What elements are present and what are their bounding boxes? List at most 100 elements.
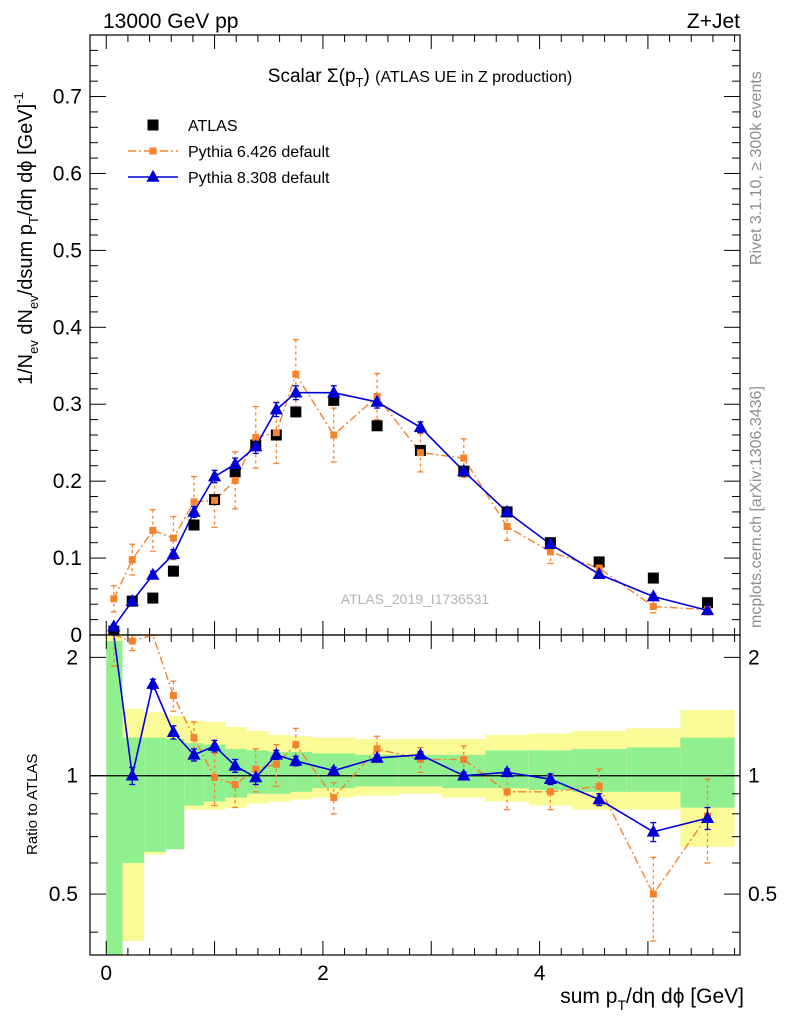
ratio-band-inner bbox=[626, 747, 681, 792]
pythia8-ratio-point bbox=[289, 753, 303, 766]
pythia6-point bbox=[169, 534, 177, 542]
atlas-point bbox=[702, 597, 713, 609]
ratio-panel: 0 2 4 0.5 0.5 1 1 2 2 bbox=[49, 634, 777, 985]
mcplots-label: mcplots.cern.ch [arXiv:1306.3436] bbox=[748, 386, 765, 628]
ratio-y-tick-label-right: 2 bbox=[748, 646, 760, 669]
y-axis-label: 1/Nev dNev/dsum pT/dη dϕ [GeV]-1 bbox=[11, 92, 41, 385]
pythia6-point bbox=[292, 370, 300, 378]
pythia6-ratio-point bbox=[272, 760, 280, 768]
pythia8-ratio-point bbox=[125, 768, 139, 781]
pythia6-ratio-point bbox=[595, 782, 603, 790]
pythia8-ratio-point bbox=[413, 747, 428, 760]
pythia6-ratio-point bbox=[649, 890, 657, 898]
y-tick-label: 0.5 bbox=[53, 239, 82, 262]
pythia6-point bbox=[416, 449, 424, 457]
ratio-band-inner bbox=[106, 641, 123, 955]
legend-pythia8-marker bbox=[146, 169, 160, 182]
pythia8-ratio-point bbox=[249, 770, 263, 783]
pythia6-point bbox=[252, 433, 260, 441]
pythia8-point bbox=[370, 394, 384, 407]
ratio-band-inner bbox=[225, 748, 248, 798]
pythia6-point bbox=[190, 498, 198, 506]
x-tick-label: 0 bbox=[100, 962, 112, 985]
ratio-tick-labels: 0 2 4 0.5 0.5 1 1 2 2 bbox=[49, 646, 777, 985]
x-tick-label: 2 bbox=[317, 962, 329, 985]
atlas-point bbox=[290, 406, 302, 418]
y-tick-label: 0.6 bbox=[53, 162, 82, 185]
pythia8-point bbox=[413, 420, 428, 433]
ratio-axis-label: Ratio to ATLAS bbox=[24, 754, 41, 855]
pythia6-ratio-point bbox=[546, 788, 554, 796]
atlas-point bbox=[147, 592, 159, 604]
pythia6-ratio-point bbox=[292, 741, 300, 749]
pythia8-ratio-point bbox=[146, 676, 160, 689]
pythia8-ratio-point bbox=[269, 747, 283, 760]
pythia8-point bbox=[289, 385, 303, 398]
main-error-bars bbox=[110, 338, 711, 630]
atlas-point bbox=[167, 565, 179, 577]
pythia8-point bbox=[646, 589, 660, 602]
pythia8-point bbox=[107, 619, 121, 632]
atlas-point bbox=[188, 519, 200, 531]
ratio-uncertainty-bands bbox=[90, 635, 740, 955]
y-tick-label: 0.1 bbox=[53, 547, 82, 570]
rivet-label: Rivet 3.1.10, ≥ 300k events bbox=[748, 71, 765, 265]
analysis-id: ATLAS_2019_I1736531 bbox=[341, 591, 490, 607]
atlas-point bbox=[371, 420, 383, 432]
ratio-band-inner bbox=[122, 737, 145, 863]
legend-atlas-marker bbox=[147, 119, 159, 131]
ratio-frame bbox=[89, 634, 741, 956]
pythia6-point bbox=[211, 496, 219, 504]
y-tick-label: 0.2 bbox=[53, 470, 82, 493]
y-tick-label: 0.4 bbox=[53, 316, 83, 339]
ratio-axis-ticks bbox=[90, 635, 740, 955]
pythia8-point bbox=[500, 504, 514, 517]
legend-label: Pythia 6.426 default bbox=[188, 144, 330, 161]
main-panel: 0 0.1 0.2 0.3 0.4 0.5 0.6 0.7 bbox=[53, 34, 741, 647]
pythia8-point bbox=[125, 593, 139, 606]
main-markers bbox=[107, 370, 715, 637]
ratio-y-tick-label: 1 bbox=[66, 765, 78, 788]
pythia6-ratio-point bbox=[169, 691, 177, 699]
pythia6-line bbox=[113, 372, 708, 611]
main-tick-labels: 0 0.1 0.2 0.3 0.4 0.5 0.6 0.7 bbox=[53, 86, 83, 647]
pythia6-point bbox=[546, 548, 554, 556]
pythia6-ratio-point bbox=[460, 755, 468, 763]
pythia8-ratio-point bbox=[500, 765, 514, 778]
ratio-band-inner bbox=[680, 737, 735, 808]
ratio-band-inner bbox=[165, 739, 185, 850]
main-series-lines bbox=[113, 372, 708, 628]
pythia6-point bbox=[110, 595, 118, 603]
ratio-band-inner bbox=[144, 737, 166, 852]
pythia6-ratio-point bbox=[128, 637, 136, 645]
pythia8-point bbox=[700, 603, 715, 616]
chart-title: Scalar Σ(pT) (ATLAS UE in Z production) bbox=[268, 66, 572, 90]
pythia8-point bbox=[207, 469, 222, 482]
pythia8-point bbox=[187, 504, 201, 517]
pythia6-ratio-point bbox=[231, 780, 239, 788]
pythia8-ratio-point bbox=[592, 792, 606, 805]
pythia8-ratio-point bbox=[543, 771, 558, 784]
pythia6-ratio-point bbox=[330, 794, 338, 802]
pythia8-point bbox=[543, 537, 558, 550]
pythia6-point bbox=[460, 454, 468, 462]
pythia8-ratio-point bbox=[700, 810, 715, 823]
energy-label: 13000 GeV pp bbox=[103, 10, 238, 33]
ratio-markers bbox=[125, 637, 715, 898]
y-tick-label: 0.7 bbox=[53, 86, 82, 109]
x-axis-label: sum pT/dη dϕ [GeV] bbox=[560, 985, 744, 1013]
process-label: Z+Jet bbox=[687, 10, 740, 33]
legend: ATLAS Pythia 6.426 default Pythia 8.308 de… bbox=[128, 118, 330, 187]
ratio-y-tick-label: 0.5 bbox=[49, 883, 78, 906]
pythia6-ratio-point bbox=[373, 745, 381, 753]
pythia8-point bbox=[146, 567, 160, 580]
pythia8-point bbox=[327, 385, 341, 398]
pythia8-point bbox=[457, 463, 471, 476]
pythia8-point bbox=[228, 457, 242, 470]
atlas-point bbox=[647, 572, 659, 584]
atlas-point bbox=[229, 466, 241, 478]
y-tick-label: 0 bbox=[70, 624, 82, 647]
pythia8-point bbox=[249, 439, 263, 452]
legend-label: ATLAS bbox=[188, 118, 238, 135]
pythia8-point bbox=[269, 402, 283, 415]
